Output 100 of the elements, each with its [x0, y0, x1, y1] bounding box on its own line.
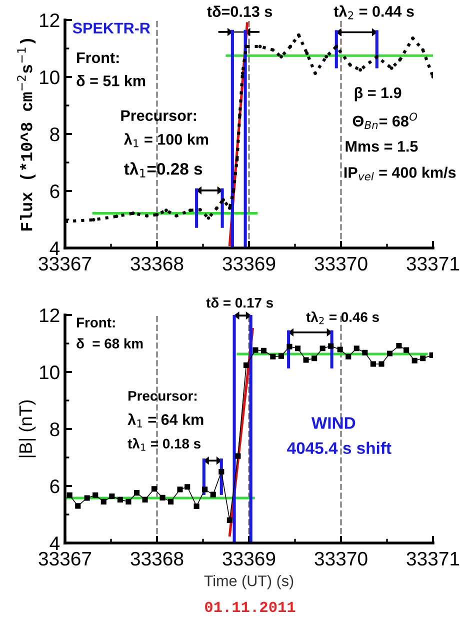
- x-tick-label: 33370: [314, 256, 368, 271]
- point: [362, 350, 368, 356]
- point: [142, 496, 148, 502]
- point: [337, 346, 343, 352]
- point: [420, 356, 426, 362]
- x-tick-label: 33368: [130, 552, 184, 566]
- point: [258, 44, 262, 48]
- annotation: SPEKTR-R: [72, 22, 150, 34]
- annotation: IP$_{vel}$ = 400 km/s: [344, 166, 456, 180]
- point: [164, 208, 168, 212]
- text: 01.11.2011: [205, 602, 296, 612]
- x-tick-label: 33369: [222, 256, 276, 271]
- y-tick-label: 4: [50, 242, 60, 256]
- y-tick-label: 10: [40, 365, 60, 380]
- point: [155, 212, 159, 216]
- annotation: λ$_{1}$ = 100 km: [124, 133, 208, 148]
- point: [198, 208, 202, 212]
- point: [151, 486, 158, 492]
- y-tick-label: 6: [50, 479, 60, 494]
- x-tick-label: 33370: [314, 552, 368, 566]
- point: [386, 350, 393, 356]
- point: [206, 216, 210, 220]
- x-tick-label: 33369: [222, 552, 276, 566]
- annotation: β = 1.9: [354, 86, 402, 102]
- point: [390, 66, 394, 70]
- x-tick-label: 33367: [38, 552, 92, 566]
- x-tick-label: 33371: [406, 552, 460, 566]
- point: [358, 68, 362, 72]
- y-tick-label: 12: [40, 308, 60, 322]
- point: [75, 503, 81, 509]
- point: [398, 58, 402, 62]
- y-axis-title: Flux (*10^8 cm$^{−2}$s$^{−1}$): [17, 38, 36, 230]
- point: [412, 358, 418, 364]
- point: [421, 48, 425, 52]
- point: [168, 498, 174, 504]
- point: [84, 495, 90, 501]
- point: [271, 48, 275, 52]
- point: [324, 55, 328, 58]
- x-tick-label: 33368: [130, 256, 184, 271]
- y-tick-label: 10: [40, 70, 60, 84]
- annotation: Mms = 1.5: [346, 141, 418, 152]
- annotation: Θ$_{Bn}$= 68$^{O}$: [352, 112, 418, 129]
- annotation: tλ$_{1}$=0.28 s: [124, 162, 202, 178]
- point: [278, 353, 284, 359]
- y-tick-label: 6: [50, 184, 60, 198]
- point: [222, 198, 225, 202]
- point: [375, 55, 379, 58]
- point: [346, 354, 352, 360]
- point: [66, 492, 72, 498]
- point: [126, 498, 132, 504]
- point: [177, 486, 183, 492]
- point: [218, 468, 224, 475]
- point: [279, 55, 283, 58]
- point: [235, 158, 239, 162]
- point: [260, 348, 266, 354]
- point: [294, 346, 301, 352]
- annotation: WIND: [311, 417, 356, 429]
- x-tick-label: 33367: [38, 256, 92, 271]
- y-tick-label: 12: [40, 13, 60, 28]
- point: [334, 44, 338, 48]
- point: [202, 486, 208, 492]
- point: [226, 517, 232, 523]
- y-tick-label: 4: [50, 536, 60, 550]
- point: [134, 490, 140, 496]
- annotation: Front: δ = 68 km: [76, 318, 143, 348]
- point: [378, 361, 384, 367]
- point: [92, 218, 96, 222]
- point: [188, 208, 192, 212]
- annotation: tλ$_{1}$ = 0.18 s: [128, 438, 200, 451]
- point: [215, 206, 219, 210]
- point: [270, 354, 276, 360]
- annotation: tλ$_{2}$ = 0.46 s: [306, 311, 379, 324]
- point: [228, 206, 232, 210]
- point: [174, 214, 178, 218]
- annotation: λ$_{1}$ = 64 km: [128, 413, 204, 428]
- point: [100, 498, 106, 504]
- text: tδ=0.13 s: [207, 6, 272, 17]
- annotation: Front: δ = 51 km: [76, 52, 146, 86]
- annotation: 4045.4 s shift: [287, 442, 392, 454]
- y-tick-label: 8: [50, 127, 60, 142]
- y-axis-title: |B| (nT): [18, 400, 36, 458]
- point: [117, 496, 123, 502]
- point: [235, 453, 241, 459]
- point: [252, 347, 258, 353]
- annotation: Precursor:: [121, 110, 196, 121]
- y-tick-label: 8: [50, 422, 60, 436]
- point: [288, 44, 292, 48]
- point: [320, 346, 326, 352]
- point: [210, 492, 216, 498]
- point: [109, 493, 115, 500]
- point: [160, 494, 166, 500]
- point: [348, 63, 352, 67]
- text: tλ$_{2}$ = 0.44 s: [334, 5, 414, 20]
- point: [305, 52, 309, 56]
- point: [328, 343, 334, 349]
- point: [312, 356, 318, 362]
- x-axis-title: Time (UT) (s): [204, 575, 294, 590]
- point: [354, 346, 360, 352]
- point: [92, 492, 98, 498]
- point: [240, 72, 244, 76]
